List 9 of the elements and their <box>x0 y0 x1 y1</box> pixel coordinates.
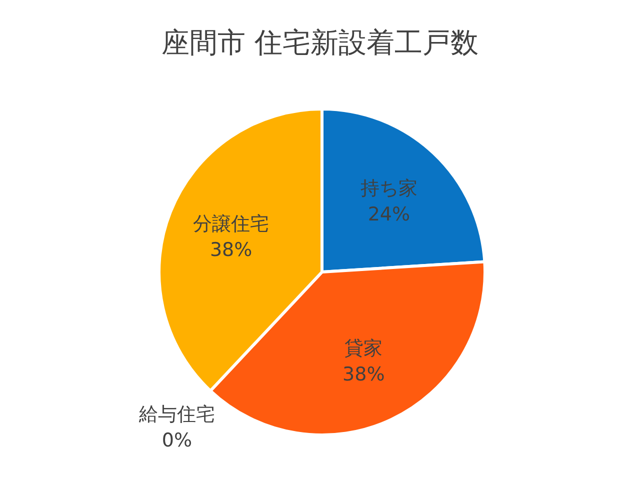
category-label: 給与住宅 <box>138 403 215 426</box>
chart-title: 座間市 住宅新設着工戸数 <box>162 26 478 59</box>
slice-label: 持ち家 <box>360 178 418 200</box>
data-label: 38% <box>342 363 385 386</box>
slice-label: 貸家 <box>344 337 383 360</box>
data-label: 38% <box>210 238 252 261</box>
text: 0% <box>162 429 192 452</box>
data-label: 24% <box>368 204 410 226</box>
slice-label: 分譲住宅 <box>193 212 270 235</box>
